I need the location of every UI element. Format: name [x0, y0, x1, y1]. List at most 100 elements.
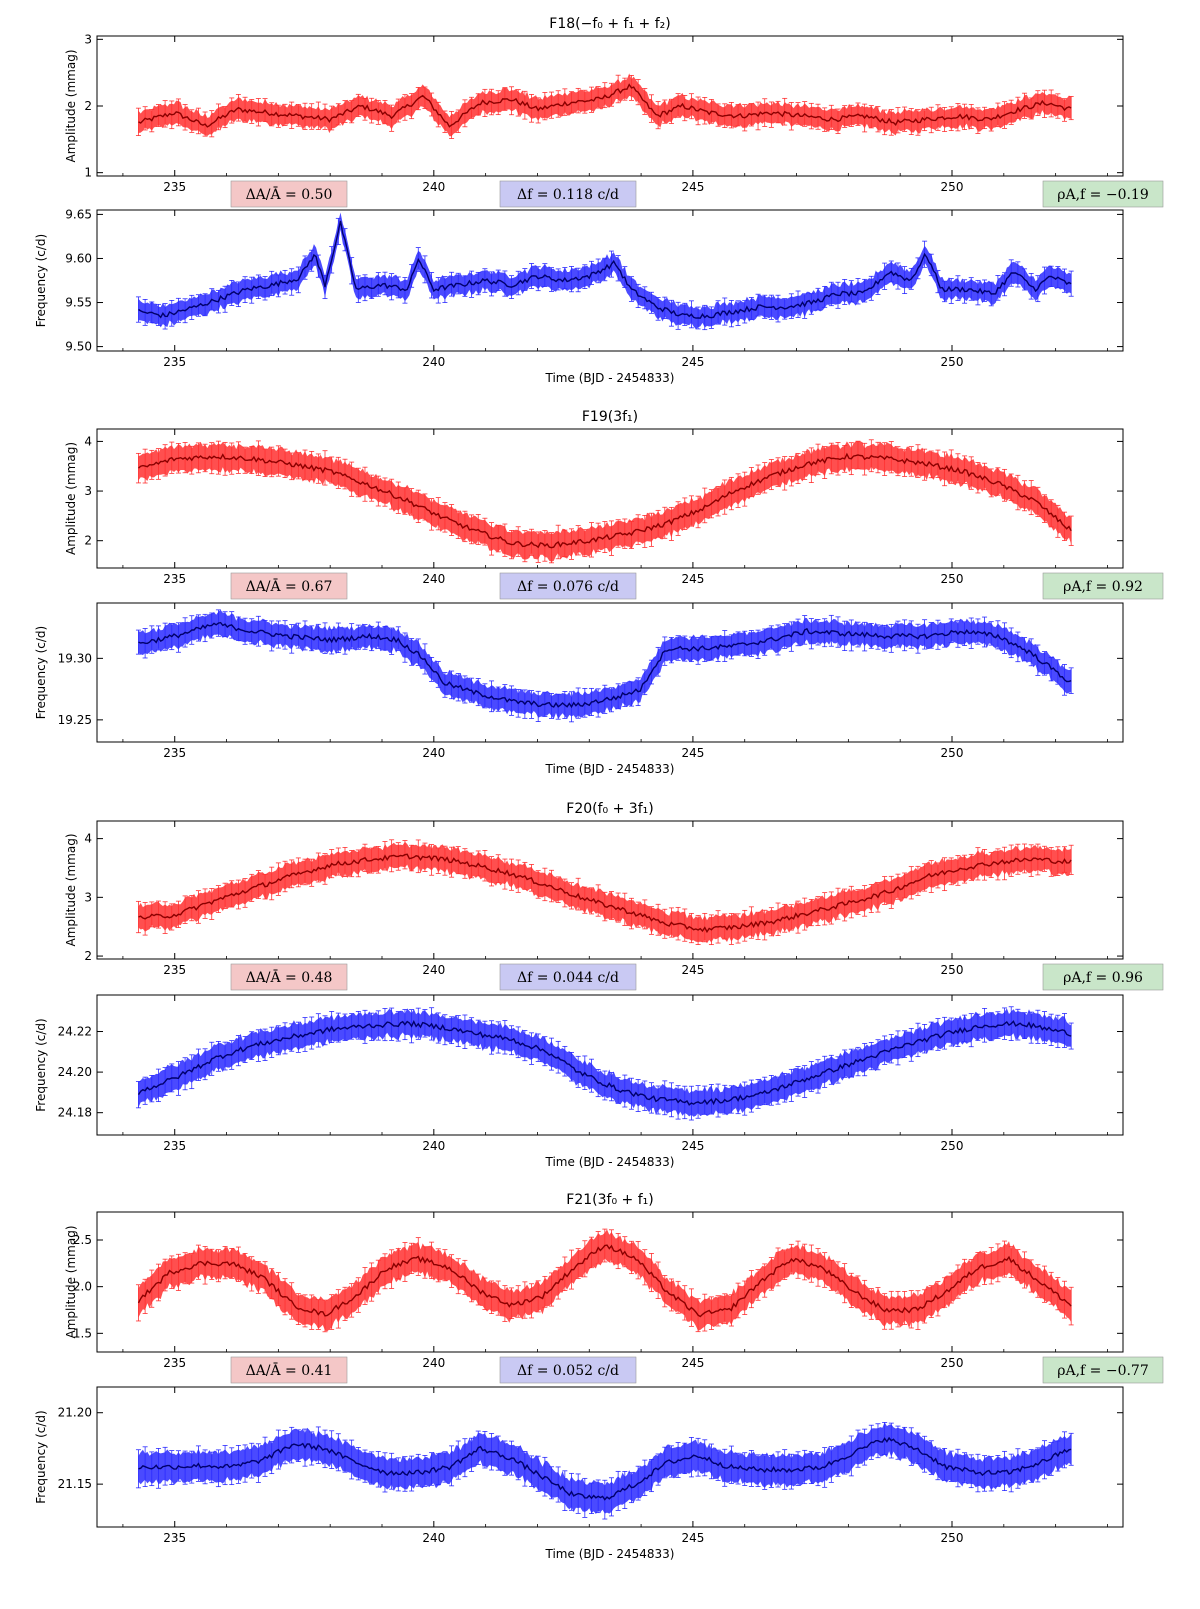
frequency-panel: 235 240 245 250 19.25 19.30 Frequency (c/d): [34, 602, 1124, 760]
figure-group-2: F19(3f₁) 235 240 245 250 2 3 4 Amplitude (mmag) 2…: [34, 409, 1164, 776]
x-tick-label: 245: [681, 746, 704, 760]
plot-frame: [96, 602, 1124, 743]
amplitude-variation-badge-text: ΔA/Ā = 0.50: [246, 185, 333, 203]
y-tick-label: 2.0: [73, 1280, 92, 1294]
frequency-variation-badge: Δf = 0.118 c/d: [499, 180, 637, 208]
x-tick-label: 250: [941, 572, 964, 586]
plot-frame: [96, 994, 1124, 1136]
y-tick-label: 4: [84, 832, 92, 846]
x-tick-label: 245: [681, 963, 704, 977]
x-tick-label: 235: [163, 1356, 186, 1370]
figure-group-3: F20(f₀ + 3f₁) 235 240 245 250 2 3 4 Amplitude (m…: [34, 801, 1164, 1169]
x-tick-label: 240: [422, 572, 445, 586]
x-axis-label: Time (BJD - 2454833): [545, 1547, 675, 1561]
x-tick-label: 250: [941, 1139, 964, 1153]
series-line: [138, 452, 1072, 549]
panel-title: F19(3f₁): [582, 409, 638, 425]
y-tick-label: 3: [84, 484, 92, 498]
frequency-axis-label: Frequency (c/d): [34, 234, 48, 327]
x-tick-label: 245: [681, 355, 704, 369]
amplitude-panel: 235 240 245 250 2 3 4 Amplitude (mmag): [64, 820, 1124, 977]
panel-title: F20(f₀ + 3f₁): [566, 801, 653, 817]
frequency-variation-badge: Δf = 0.044 c/d: [499, 963, 637, 991]
x-tick-label: 240: [422, 1531, 445, 1545]
series-line: [138, 621, 1072, 709]
y-tick-label: 2.5: [73, 1233, 92, 1247]
x-tick-label: 240: [422, 355, 445, 369]
y-tick-label: 2: [84, 949, 92, 963]
x-tick-label: 245: [681, 1356, 704, 1370]
correlation-badge: ρA,f = 0.96: [1042, 963, 1164, 991]
figure-group-1: F18(−f₀ + f₁ + f₂) 235 240 245 250 1 2 3 Amplitu…: [34, 16, 1164, 385]
correlation-badge-text: ρA,f = 0.96: [1063, 970, 1143, 986]
plot-frame: [96, 1386, 1124, 1528]
y-tick-label: 19.25: [58, 713, 92, 727]
amplitude-variation-badge: ΔA/Ā = 0.50: [230, 180, 348, 208]
x-tick-label: 250: [941, 180, 964, 194]
series-line: [138, 220, 1072, 319]
y-tick-label: 24.20: [58, 1065, 92, 1079]
x-axis-label: Time (BJD - 2454833): [545, 371, 675, 385]
y-tick-label: 4: [84, 434, 92, 448]
x-tick-label: 235: [163, 572, 186, 586]
frequency-panel: 235 240 245 250 24.18 24.20 24.22 Frequency (c/…: [34, 994, 1124, 1153]
frequency-axis-label: Frequency (c/d): [34, 626, 48, 719]
y-tick-label: 2: [84, 534, 92, 548]
correlation-badge-text: ρA,f = −0.19: [1057, 187, 1149, 203]
x-tick-label: 250: [941, 963, 964, 977]
x-tick-label: 235: [163, 1531, 186, 1545]
x-tick-label: 240: [422, 180, 445, 194]
frequency-variation-badge-text: Δf = 0.044 c/d: [517, 970, 619, 986]
x-tick-label: 235: [163, 963, 186, 977]
y-tick-label: 9.65: [65, 207, 92, 221]
x-axis-label: Time (BJD - 2454833): [545, 1155, 675, 1169]
amplitude-axis-label: Amplitude (mmag): [64, 1225, 78, 1338]
correlation-badge: ρA,f = 0.92: [1042, 572, 1164, 600]
amplitude-variation-badge: ΔA/Ā = 0.67: [230, 572, 348, 600]
x-tick-label: 235: [163, 180, 186, 194]
y-tick-label: 21.20: [58, 1406, 92, 1420]
series-line: [138, 83, 1072, 128]
plot-frame: [96, 820, 1124, 960]
frequency-variation-badge: Δf = 0.052 c/d: [499, 1356, 637, 1384]
x-tick-label: 250: [941, 1531, 964, 1545]
x-tick-label: 245: [681, 1531, 704, 1545]
x-tick-label: 235: [163, 1139, 186, 1153]
series-line: [137, 1019, 1072, 1106]
x-tick-label: 240: [422, 1139, 445, 1153]
x-tick-label: 240: [422, 963, 445, 977]
correlation-badge: ρA,f = −0.19: [1042, 180, 1164, 208]
frequency-variation-badge-text: Δf = 0.076 c/d: [517, 579, 619, 595]
x-tick-label: 240: [422, 1356, 445, 1370]
x-tick-label: 240: [422, 746, 445, 760]
series-line: [137, 1244, 1072, 1318]
y-tick-label: 1.5: [73, 1326, 92, 1340]
frequency-axis-label: Frequency (c/d): [34, 1410, 48, 1503]
y-tick-label: 1: [84, 166, 92, 180]
frequency-variation-badge: Δf = 0.076 c/d: [499, 572, 637, 600]
y-tick-label: 2: [84, 99, 92, 113]
series-line: [138, 1436, 1072, 1501]
y-tick-label: 3: [84, 32, 92, 46]
amplitude-panel: 235 240 245 250 2 3 4 Amplitude (mmag): [64, 428, 1124, 586]
amplitude-axis-label: Amplitude (mmag): [64, 442, 78, 555]
correlation-badge-text: ρA,f = 0.92: [1063, 579, 1143, 595]
amplitude-variation-badge-text: ΔA/Ā = 0.41: [246, 1361, 333, 1379]
x-tick-label: 250: [941, 355, 964, 369]
frequency-axis-label: Frequency (c/d): [34, 1018, 48, 1111]
x-tick-label: 235: [163, 746, 186, 760]
x-tick-label: 250: [941, 746, 964, 760]
x-tick-label: 250: [941, 1356, 964, 1370]
x-tick-label: 245: [681, 1139, 704, 1153]
y-tick-label: 19.30: [58, 651, 92, 665]
frequency-panel: 235 240 245 250 9.50 9.55 9.60 9.65 Frequency (c…: [34, 207, 1124, 369]
plot-frame: [96, 1211, 1124, 1353]
correlation-badge: ρA,f = −0.77: [1042, 1356, 1164, 1384]
y-tick-label: 9.55: [65, 296, 92, 310]
panel-title: F21(3f₀ + f₁): [566, 1192, 653, 1208]
panel-title: F18(−f₀ + f₁ + f₂): [549, 16, 670, 32]
y-tick-label: 24.22: [58, 1025, 92, 1039]
frequency-panel: 235 240 245 250 21.15 21.20 Frequency (c/d): [34, 1386, 1124, 1545]
y-tick-label: 21.15: [58, 1477, 92, 1491]
